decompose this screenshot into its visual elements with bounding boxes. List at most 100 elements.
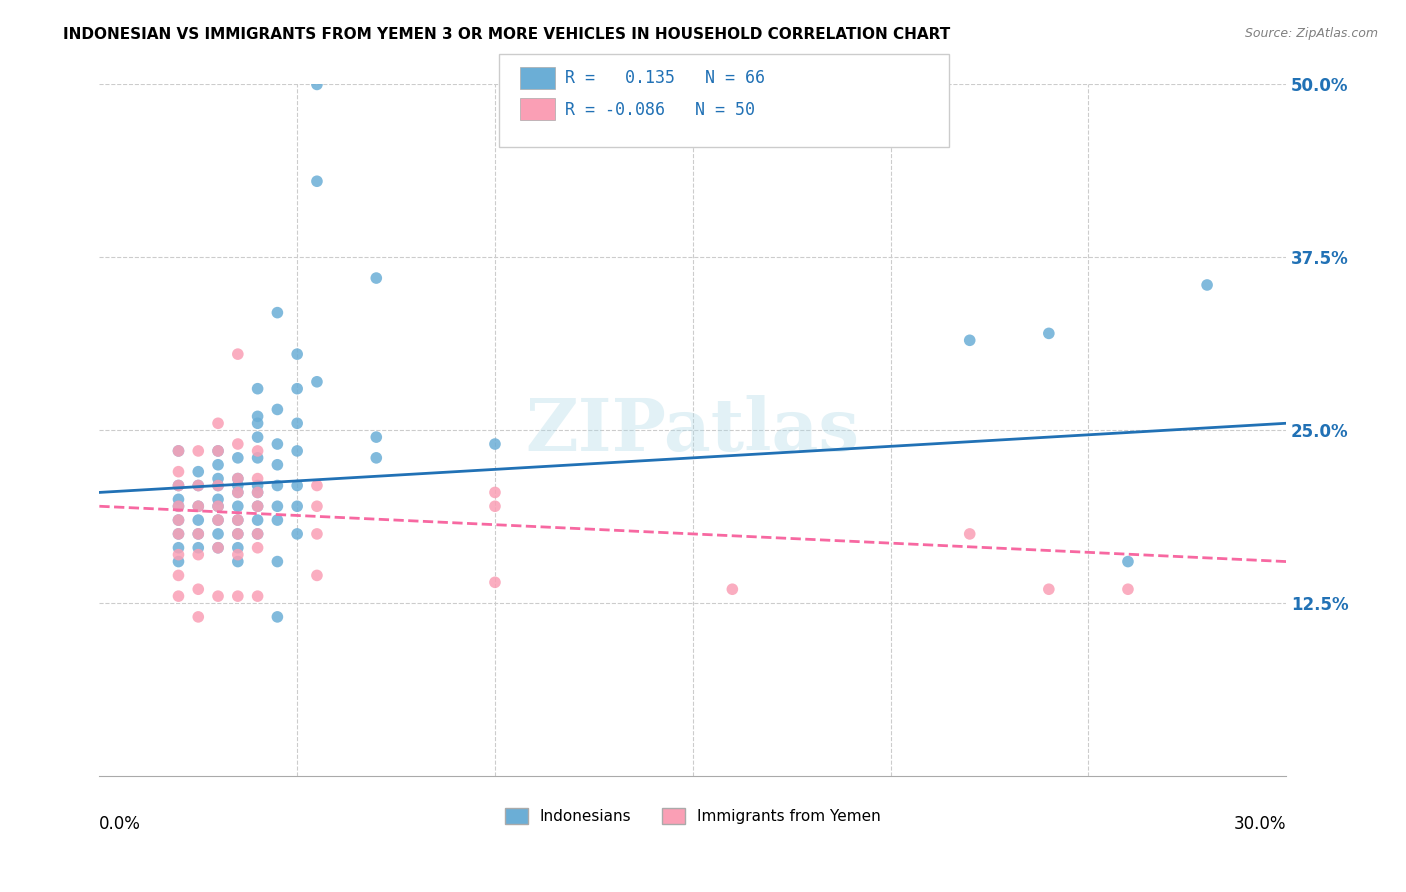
Point	[721, 582, 744, 597]
Point	[167, 444, 190, 458]
Point	[167, 513, 190, 527]
Point	[167, 478, 190, 492]
Point	[959, 333, 981, 347]
Point	[167, 500, 190, 514]
Point	[285, 500, 308, 514]
Text: ZIPatlas: ZIPatlas	[526, 394, 860, 466]
Point	[207, 589, 229, 603]
Point	[167, 555, 190, 569]
Point	[207, 513, 229, 527]
Point	[167, 589, 190, 603]
Text: R =   0.135   N = 66: R = 0.135 N = 66	[565, 69, 765, 87]
Point	[305, 78, 328, 92]
Point	[167, 478, 190, 492]
Point	[207, 500, 229, 514]
Point	[187, 527, 209, 541]
Point	[246, 500, 269, 514]
Point	[226, 527, 249, 541]
Point	[187, 548, 209, 562]
Point	[187, 610, 209, 624]
Point	[285, 382, 308, 396]
Point	[167, 444, 190, 458]
Point	[246, 527, 269, 541]
Point	[305, 568, 328, 582]
Point	[484, 485, 506, 500]
Point	[266, 402, 288, 417]
Point	[167, 548, 190, 562]
Point	[246, 478, 269, 492]
Point	[246, 485, 269, 500]
Point	[285, 527, 308, 541]
Point	[266, 458, 288, 472]
Point	[226, 500, 249, 514]
Point	[305, 527, 328, 541]
Text: Source: ZipAtlas.com: Source: ZipAtlas.com	[1244, 27, 1378, 40]
Point	[484, 575, 506, 590]
Point	[226, 485, 249, 500]
Point	[366, 450, 388, 465]
Point	[1038, 326, 1060, 341]
Point	[226, 485, 249, 500]
Point	[366, 430, 388, 444]
Point	[266, 513, 288, 527]
Point	[187, 500, 209, 514]
Point	[1116, 582, 1139, 597]
Point	[207, 417, 229, 431]
Point	[305, 478, 328, 492]
Point	[207, 541, 229, 555]
Point	[187, 582, 209, 597]
Point	[246, 500, 269, 514]
Point	[226, 555, 249, 569]
Point	[246, 589, 269, 603]
Point	[167, 541, 190, 555]
Point	[226, 548, 249, 562]
Point	[187, 444, 209, 458]
Point	[285, 444, 308, 458]
Point	[266, 478, 288, 492]
Point	[167, 568, 190, 582]
Point	[207, 478, 229, 492]
Point	[226, 347, 249, 361]
Point	[187, 500, 209, 514]
Point	[187, 478, 209, 492]
Point	[285, 347, 308, 361]
Legend: Indonesians, Immigrants from Yemen: Indonesians, Immigrants from Yemen	[499, 802, 887, 830]
Point	[226, 437, 249, 451]
Point	[167, 465, 190, 479]
Point	[167, 527, 190, 541]
Point	[366, 271, 388, 285]
Point	[959, 527, 981, 541]
Point	[226, 472, 249, 486]
Point	[285, 417, 308, 431]
Point	[207, 513, 229, 527]
Point	[305, 500, 328, 514]
Point	[207, 500, 229, 514]
Point	[187, 527, 209, 541]
Point	[207, 444, 229, 458]
Point	[207, 444, 229, 458]
Point	[226, 589, 249, 603]
Point	[246, 541, 269, 555]
Point	[207, 472, 229, 486]
Point	[226, 478, 249, 492]
Point	[226, 472, 249, 486]
Point	[266, 500, 288, 514]
Point	[1116, 555, 1139, 569]
Point	[207, 527, 229, 541]
Point	[187, 465, 209, 479]
Point	[305, 174, 328, 188]
Point	[207, 478, 229, 492]
Point	[484, 500, 506, 514]
Point	[246, 444, 269, 458]
Point	[207, 492, 229, 507]
Point	[246, 527, 269, 541]
Point	[246, 430, 269, 444]
Point	[226, 513, 249, 527]
Point	[167, 492, 190, 507]
Point	[167, 527, 190, 541]
Point	[246, 409, 269, 424]
Text: 0.0%: 0.0%	[100, 814, 141, 832]
Point	[266, 555, 288, 569]
Text: R = -0.086   N = 50: R = -0.086 N = 50	[565, 101, 755, 119]
Point	[266, 610, 288, 624]
